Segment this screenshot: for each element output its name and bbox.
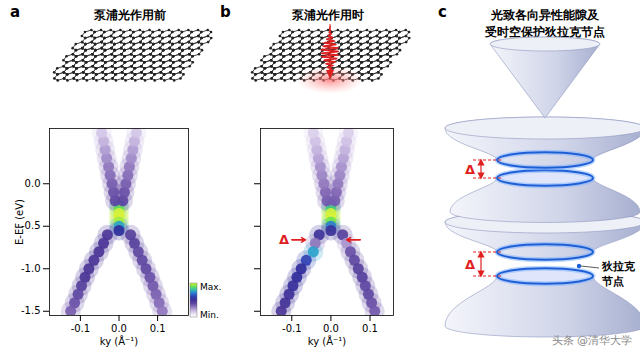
svg-text:-0.5: -0.5	[21, 220, 41, 232]
svg-text:ky (Å⁻¹): ky (Å⁻¹)	[100, 335, 139, 347]
svg-text:-1.0: -1.0	[21, 263, 41, 274]
svg-text:光致各向异性能隙及: 光致各向异性能隙及	[490, 8, 600, 22]
svg-text:c: c	[438, 3, 447, 21]
svg-text:b: b	[220, 3, 231, 21]
svg-text:0.0: 0.0	[25, 178, 41, 189]
svg-text:Δ: Δ	[465, 162, 475, 177]
svg-text:Min.: Min.	[200, 310, 219, 320]
svg-text:-0.1: -0.1	[282, 323, 302, 334]
svg-text:泵浦光作用时: 泵浦光作用时	[291, 8, 364, 22]
svg-text:0.1: 0.1	[362, 323, 378, 334]
svg-text:节点: 节点	[601, 275, 624, 288]
svg-text:ky (Å⁻¹): ky (Å⁻¹)	[308, 335, 347, 347]
svg-text:泵浦光作用前: 泵浦光作用前	[93, 8, 166, 22]
svg-text:0.0: 0.0	[111, 323, 127, 334]
svg-text:-1.5: -1.5	[21, 305, 41, 316]
svg-text:a: a	[10, 3, 20, 21]
svg-text:-0.1: -0.1	[71, 323, 91, 334]
svg-text:0.1: 0.1	[150, 323, 166, 334]
svg-text:Max.: Max.	[200, 282, 221, 292]
svg-text:E-EF (eV): E-EF (eV)	[14, 199, 25, 245]
svg-text:受时空保护狄拉克节点: 受时空保护狄拉克节点	[484, 25, 605, 39]
svg-text:狄拉克: 狄拉克	[601, 260, 636, 273]
svg-text:Δ: Δ	[465, 257, 475, 272]
svg-text:Δ: Δ	[279, 232, 289, 247]
svg-text:0.0: 0.0	[323, 323, 339, 334]
svg-text:头条 @清华大学: 头条 @清华大学	[552, 334, 633, 347]
